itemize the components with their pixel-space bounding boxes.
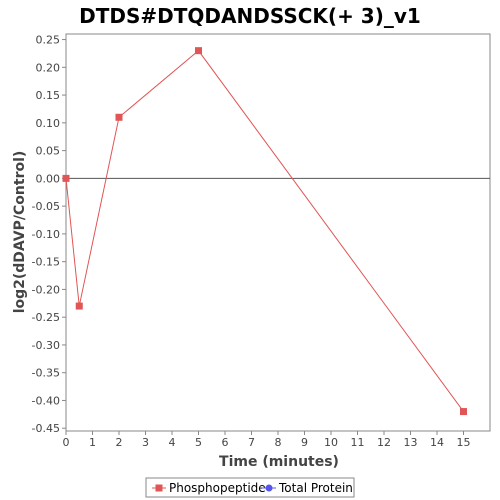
y-tick-label: 0.05 <box>36 145 61 158</box>
x-tick-label: 15 <box>457 436 471 449</box>
x-axis-label: Time (minutes) <box>219 454 339 470</box>
y-tick-label: -0.25 <box>32 311 60 324</box>
data-point <box>75 302 83 310</box>
y-tick-label: 0.20 <box>36 61 61 74</box>
legend: Phosphopeptide Total Protein <box>145 477 355 498</box>
y-tick-label: -0.20 <box>32 283 60 296</box>
y-tick-label: 0.25 <box>36 34 61 47</box>
x-tick-label: 13 <box>404 436 418 449</box>
x-tick-label: 12 <box>377 436 391 449</box>
y-tick-label: 0.00 <box>36 172 61 185</box>
y-axis-label: log2(dDAVP/Control) <box>12 151 28 314</box>
x-tick-label: 2 <box>116 436 123 449</box>
y-tick-label: -0.10 <box>32 228 60 241</box>
y-tick-label: -0.40 <box>32 394 60 407</box>
plot-area <box>65 33 491 432</box>
legend-label: Total Protein <box>278 481 353 495</box>
y-tick-label: 0.15 <box>36 89 61 102</box>
x-tick-label: 3 <box>142 436 149 449</box>
data-point <box>460 408 467 416</box>
y-tick-label: 0.10 <box>36 117 61 130</box>
data-point <box>115 113 123 121</box>
y-tick-label: -0.30 <box>32 339 60 352</box>
x-tick-label: 1 <box>89 436 96 449</box>
y-tick-label: -0.45 <box>32 422 60 435</box>
x-tick-label: 0 <box>63 436 70 449</box>
axis-ticks: 0 1 2 3 4 5 6 7 8 9 10 11 12 13 14 150.250.200.150.100.… <box>32 34 471 449</box>
x-tick-label: 14 <box>430 436 444 449</box>
x-tick-label: 4 <box>169 436 176 449</box>
data-point <box>62 174 70 182</box>
legend-marker <box>265 484 273 492</box>
x-tick-label: 7 <box>248 436 255 449</box>
y-tick-label: -0.05 <box>32 200 60 213</box>
series-group <box>62 47 467 416</box>
legend-label: Phosphopeptide <box>169 481 266 495</box>
x-tick-label: 6 <box>222 436 229 449</box>
legend-box <box>145 477 355 498</box>
x-tick-label: 9 <box>301 436 308 449</box>
chart-title: DTDS#DTQDANDSSCK(+ 3)_v1 <box>79 4 421 28</box>
legend-marker <box>155 484 163 492</box>
data-point <box>195 47 202 55</box>
x-tick-label: 5 <box>195 436 202 449</box>
y-tick-label: -0.35 <box>32 367 60 380</box>
x-tick-label: 8 <box>275 436 282 449</box>
x-tick-label: 10 <box>324 436 338 449</box>
y-tick-label: -0.15 <box>32 256 60 269</box>
x-tick-label: 11 <box>351 436 365 449</box>
